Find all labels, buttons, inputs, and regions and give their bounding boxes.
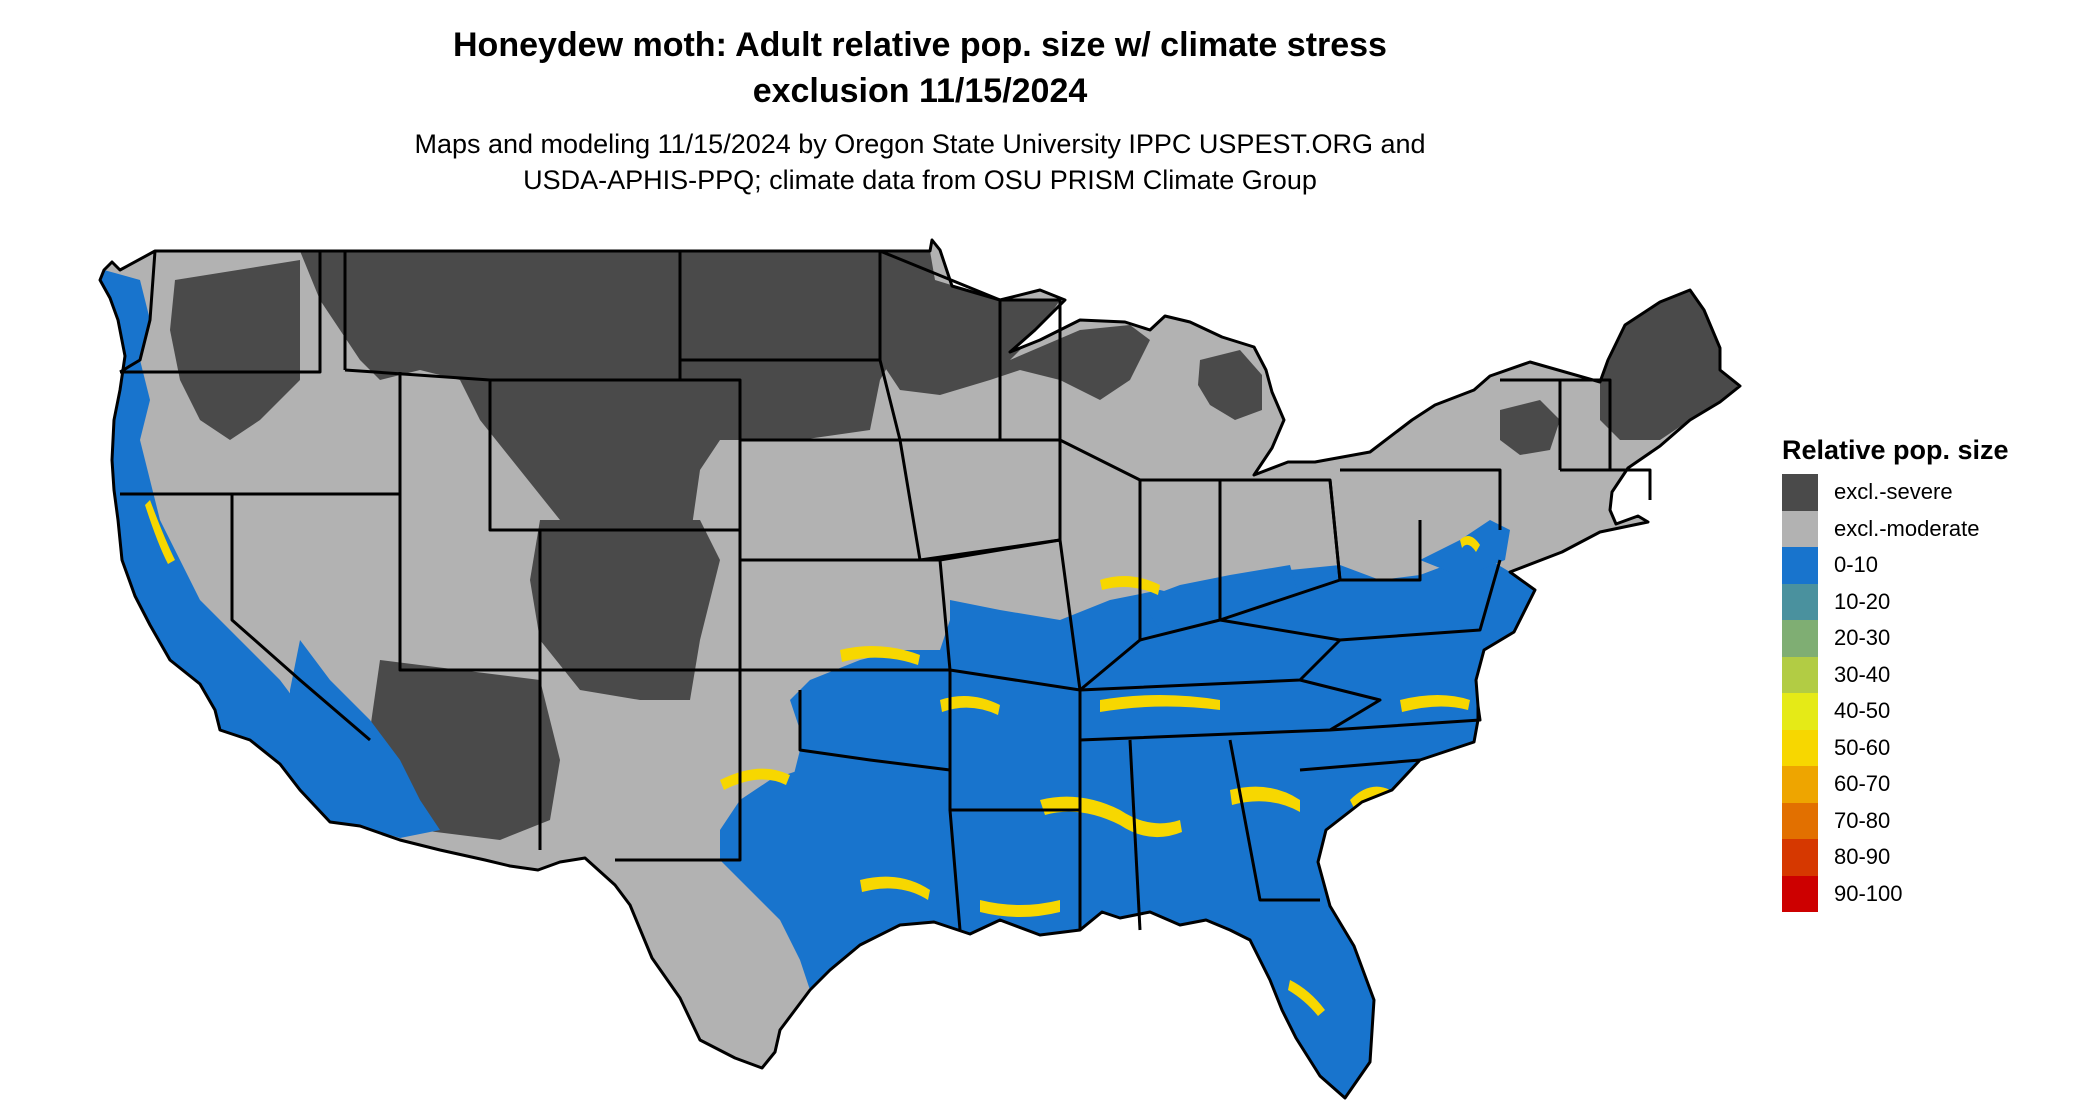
range-0-10-mid-atlantic [1420, 520, 1510, 572]
legend-swatch [1782, 802, 1818, 839]
boundary-wa-or [119, 250, 157, 374]
legend-item: 0-10 [1782, 547, 2082, 584]
excl-severe-new-england [1600, 290, 1740, 440]
legend-item: 40-50 [1782, 693, 2082, 730]
boundary-mo [939, 538, 1082, 692]
boundary-ia [900, 438, 1062, 562]
legend-swatch [1782, 656, 1818, 693]
legend-item: 20-30 [1782, 620, 2082, 657]
map-title-line-2: exclusion 11/15/2024 [752, 72, 1088, 110]
boundary-wi [1000, 298, 1062, 440]
legend-label: 90-100 [1834, 880, 1903, 906]
legend-label: excl.-moderate [1834, 515, 1980, 541]
map-subtitle: Maps and modeling 11/15/2024 by Oregon S… [0, 126, 1840, 198]
boundary-wa-id [120, 251, 322, 374]
range-0-10-southwest-desert [290, 640, 440, 838]
boundary-al-ms [1128, 739, 1142, 931]
boundary-ok [740, 668, 952, 772]
legend-swatch [1782, 875, 1818, 912]
legend-item: excl.-moderate [1782, 510, 2082, 547]
legend-swatch [1782, 510, 1818, 547]
map-title-line-1: Honeydew moth: Adult relative pop. size … [453, 26, 1387, 64]
hotspot-alabama [1040, 796, 1182, 838]
legend-swatch [1782, 547, 1818, 584]
boundary-nc-sc [1329, 705, 1482, 732]
boundary-nm-tx [615, 670, 742, 862]
legend-item: excl.-severe [1782, 474, 2082, 511]
excl-severe-adirondacks [1500, 400, 1560, 455]
hotspot-kentucky [1100, 576, 1160, 595]
legend-swatch [1782, 839, 1818, 876]
legend-item: 80-90 [1782, 839, 2082, 876]
hotspot-georgia [1230, 786, 1300, 812]
boundary-in [1139, 478, 1222, 642]
hotspot-california-valley [145, 500, 175, 564]
legend-swatch [1782, 693, 1818, 730]
excl-severe-michigan [1198, 350, 1262, 420]
legend-title: Relative pop. size [1782, 435, 2009, 465]
boundary-la-tx [948, 809, 962, 931]
map-title: Honeydew moth: Adult relative pop. size … [0, 22, 1840, 114]
legend-label: 50-60 [1834, 734, 1891, 760]
legend-item: 70-80 [1782, 802, 2082, 839]
legend-swatch [1782, 474, 1818, 511]
boundary-wy-co [490, 378, 742, 532]
boundary-ma-ct [1560, 468, 1652, 500]
legend-label: 30-40 [1834, 661, 1891, 687]
legend-label: 70-80 [1834, 807, 1891, 833]
boundary-ga-al [1228, 739, 1320, 902]
legend-label: 60-70 [1834, 771, 1891, 797]
boundary-ca-nv [230, 494, 371, 742]
boundary-id-mt [320, 249, 347, 370]
hotspot-tennessee [1100, 695, 1220, 712]
legend-label: 80-90 [1834, 844, 1891, 870]
legend-label: 0-10 [1834, 552, 1879, 578]
hotspot-oklahoma [840, 646, 920, 665]
boundary-pa-ny [1340, 468, 1502, 530]
map-subtitle-line-2: USDA-APHIS-PPQ; climate data from OSU PR… [523, 165, 1317, 195]
legend-label: 20-30 [1834, 625, 1891, 651]
legend-item: 30-40 [1782, 656, 2082, 693]
boundary-va [1339, 559, 1502, 642]
legend-label: 40-50 [1834, 698, 1891, 724]
legend: Relative pop. size excl.-severe excl.-mod… [1782, 432, 2082, 912]
map-subtitle-line-1: Maps and modeling 11/15/2024 by Oregon S… [414, 129, 1426, 159]
map-fill-layers [100, 240, 1740, 1098]
excl-severe-north-rockies [300, 251, 910, 640]
hotspot-carolinas [1400, 695, 1470, 712]
legend-item: 90-100 [1782, 875, 2082, 912]
excl-severe-colorado-utah [530, 520, 720, 700]
hotspot-east-texas [860, 876, 930, 900]
legend-item: 10-20 [1782, 583, 2082, 620]
legend-label: 10-20 [1834, 588, 1891, 614]
legend-swatch [1782, 766, 1818, 803]
boundary-il [1059, 438, 1142, 692]
boundary-ky [1079, 618, 1342, 692]
legend-swatch [1782, 620, 1818, 657]
excl-severe-west-coast-north [170, 260, 300, 440]
hotspot-virginia [1460, 536, 1480, 552]
legend-label: excl.-severe [1834, 479, 1953, 505]
boundary-sc-ga [1299, 758, 1421, 772]
state-boundaries [98, 238, 1742, 1100]
boundary-wv-pa [1328, 479, 1422, 582]
hotspot-florida [1288, 980, 1325, 1016]
legend-item: 50-60 [1782, 729, 2082, 766]
legend-swatch [1782, 729, 1818, 766]
hotspot-central-texas [720, 768, 790, 790]
boundary-nv-ut [398, 494, 540, 672]
legend-swatch [1782, 583, 1818, 620]
legend-item: 60-70 [1782, 766, 2082, 803]
hotspot-arkansas [940, 696, 1000, 715]
legend-items: excl.-severe excl.-moderate 0-10 10-20 20-30… [1782, 474, 2082, 912]
hotspot-gulf-la [980, 900, 1060, 917]
excl-severe-mn-wi-mi [880, 251, 1150, 400]
